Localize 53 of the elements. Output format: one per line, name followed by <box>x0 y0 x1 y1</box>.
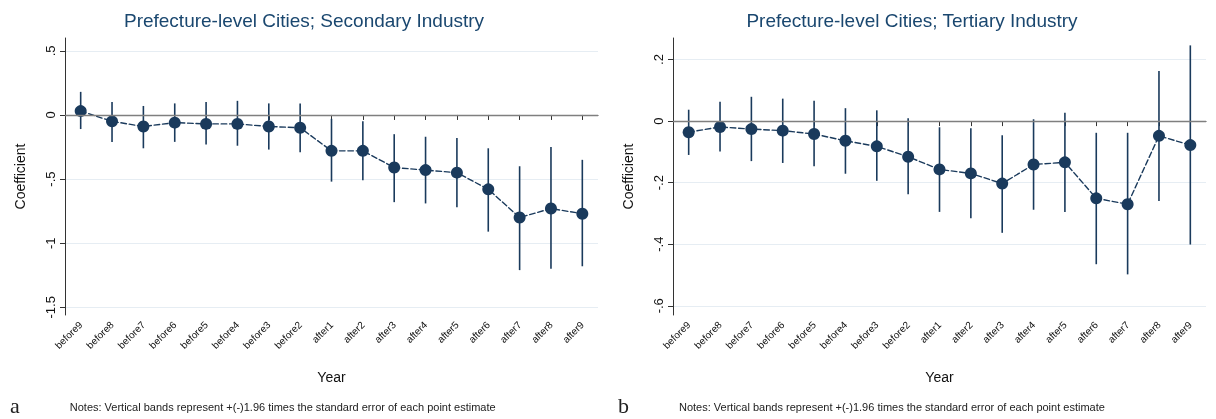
point <box>294 121 307 134</box>
y-axis-title: Coefficient <box>12 143 28 210</box>
text: b <box>618 393 629 419</box>
point <box>682 126 695 139</box>
point <box>231 117 244 130</box>
point <box>168 116 181 129</box>
point <box>1090 192 1103 205</box>
chart-title: Prefecture-level Cities; Secondary Industry <box>123 10 485 31</box>
y-tick-label: -1.5 <box>43 296 58 319</box>
text: Notes: Vertical bands represent +(-)1.96 times the standard error of each point estimate <box>679 401 1105 415</box>
point <box>513 211 526 224</box>
point <box>870 140 883 153</box>
point <box>388 161 401 174</box>
point <box>745 123 758 136</box>
point <box>356 144 369 157</box>
point <box>450 166 463 179</box>
y-tick-label: -.4 <box>651 236 666 252</box>
y-tick-label: -.6 <box>651 298 666 314</box>
text: Notes: Vertical bands represent +(-)1.96 times the standard error of each point estimate <box>69 401 496 415</box>
point <box>325 144 338 157</box>
point <box>74 105 87 118</box>
text: a <box>10 393 20 419</box>
point <box>1027 158 1040 171</box>
point <box>1058 156 1071 169</box>
chart-title: Prefecture-level Cities; Tertiary Industry <box>746 10 1079 31</box>
point <box>262 120 275 133</box>
point <box>137 120 150 133</box>
point <box>576 207 589 220</box>
point <box>776 124 789 137</box>
point <box>200 117 213 130</box>
point <box>544 202 557 215</box>
x-axis-title: Year <box>317 369 346 385</box>
y-tick-label: 0 <box>43 111 58 119</box>
y-tick-label: .5 <box>43 45 58 57</box>
point <box>1121 198 1134 211</box>
y-tick-label: 0 <box>651 117 666 125</box>
point <box>964 167 977 180</box>
y-tick-label: -.5 <box>43 171 58 187</box>
point <box>902 150 915 163</box>
y-tick-label: -.2 <box>651 175 666 191</box>
point <box>808 128 821 141</box>
point <box>106 115 119 128</box>
point <box>933 163 946 176</box>
point <box>1184 139 1197 152</box>
point <box>482 183 495 196</box>
point <box>419 164 432 177</box>
x-axis-title: Year <box>925 369 954 385</box>
y-tick-label: .2 <box>651 54 666 65</box>
point <box>839 134 852 147</box>
point <box>996 177 1009 190</box>
y-axis-title: Coefficient <box>620 143 636 210</box>
y-tick-label: -1 <box>43 237 58 249</box>
point <box>1152 129 1165 142</box>
